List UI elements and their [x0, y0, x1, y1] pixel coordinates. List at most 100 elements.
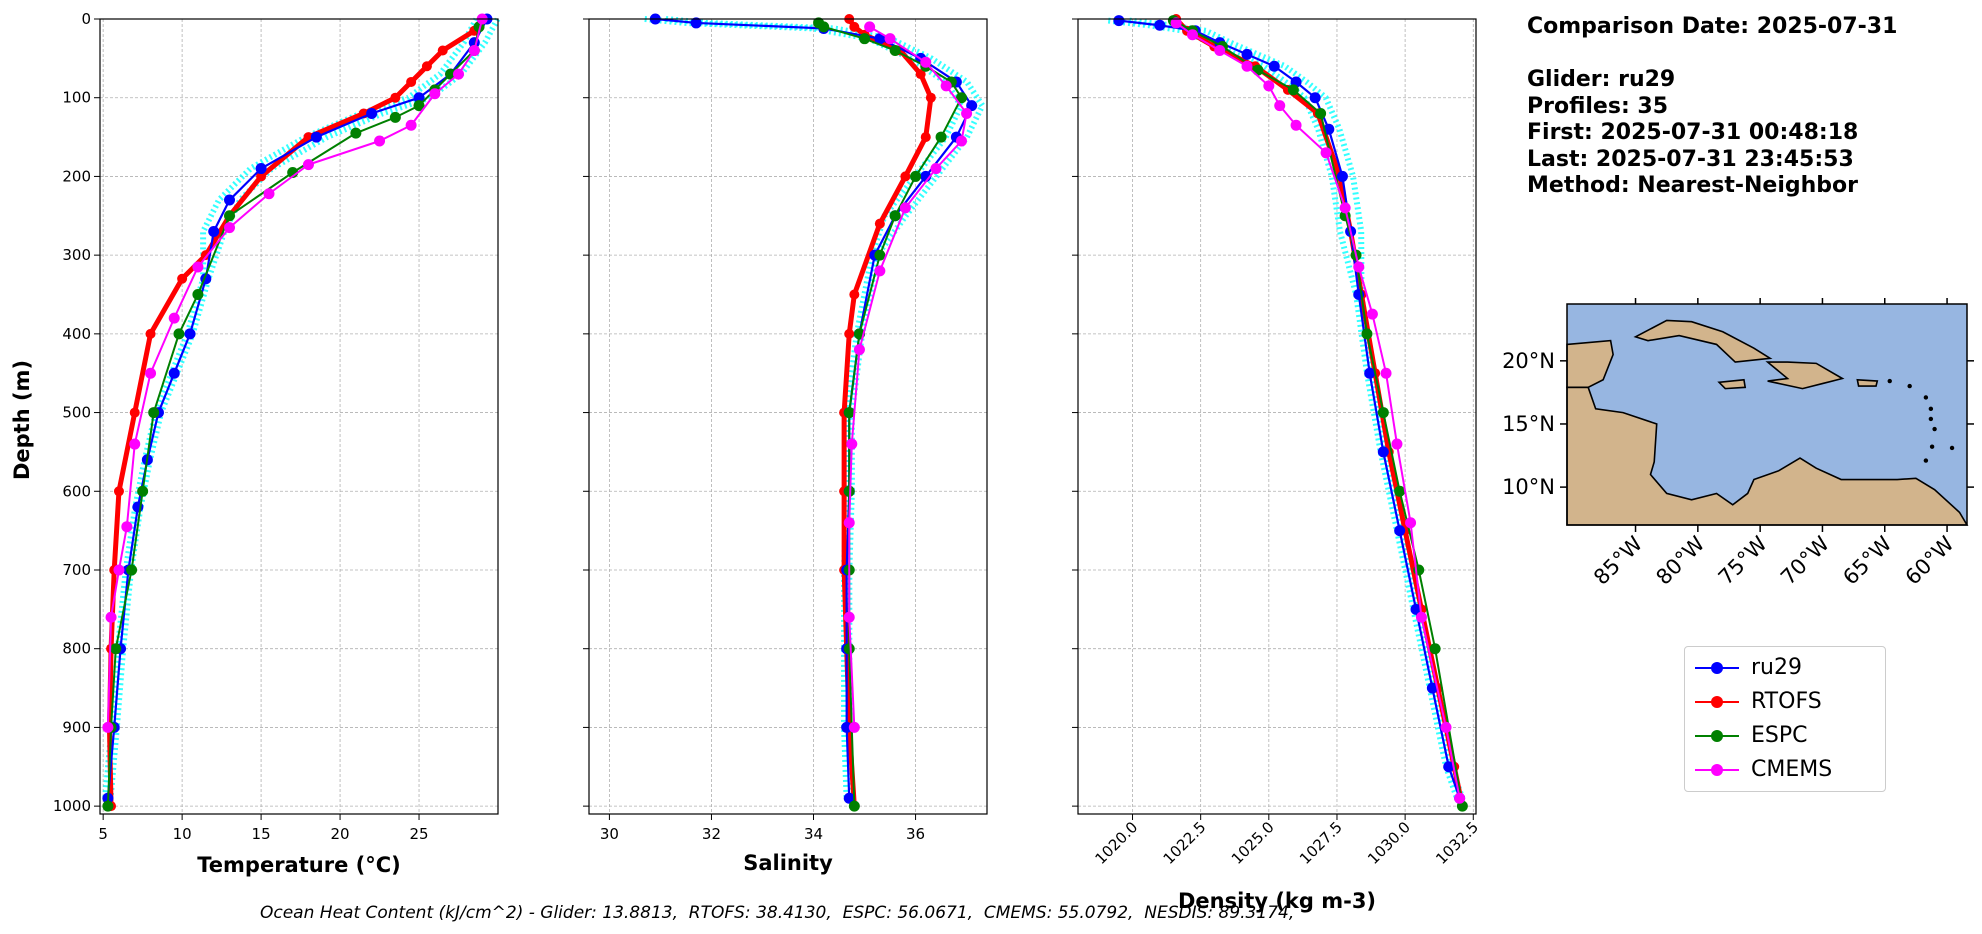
- map-lon-label: 60°W: [1901, 531, 1959, 589]
- legend-item-ru29: ru29: [1685, 651, 1885, 685]
- plot-frame: [1077, 18, 1477, 815]
- data-point-cmems: [955, 135, 967, 147]
- x-tick-label: 36: [906, 825, 925, 843]
- data-point-espc: [843, 407, 855, 419]
- data-point-espc: [910, 170, 922, 182]
- y-tick-label: 300: [62, 246, 91, 264]
- data-point-espc: [173, 328, 185, 340]
- data-point-cmems: [1274, 100, 1286, 112]
- data-point-ru29: [1336, 170, 1348, 182]
- first-time: First: 2025-07-31 00:48:18: [1527, 120, 1859, 145]
- map-mainland: [1566, 386, 1969, 526]
- data-point-cmems: [848, 721, 860, 733]
- data-point-espc: [1377, 407, 1389, 419]
- data-point-cmems: [1263, 80, 1275, 92]
- data-point-espc: [935, 131, 947, 143]
- x-tick-label: 30: [600, 825, 619, 843]
- data-point-cmems: [1391, 438, 1403, 450]
- data-point-cmems: [1380, 367, 1392, 379]
- data-point-cmems: [940, 80, 952, 92]
- data-point-espc: [350, 127, 362, 139]
- data-point-espc: [389, 111, 401, 123]
- map-island: [1928, 406, 1934, 412]
- data-point-cmems: [405, 119, 417, 131]
- data-point-cmems: [1415, 611, 1427, 623]
- data-point-rtofs: [925, 92, 936, 103]
- data-point-espc: [192, 288, 204, 300]
- data-point-ru29: [413, 92, 425, 104]
- y-tick-label: 100: [62, 89, 91, 107]
- x-tick-label: 34: [804, 825, 823, 843]
- data-point-espc: [843, 643, 855, 655]
- data-point-ru29: [1113, 15, 1125, 27]
- method-label: Method: Nearest-Neighbor: [1527, 173, 1858, 198]
- legend-swatch-icon: [1695, 662, 1739, 674]
- data-point-rtofs: [874, 218, 885, 229]
- data-point-ru29: [1309, 92, 1321, 104]
- data-point-ru29: [1364, 367, 1376, 379]
- data-point-ru29: [1268, 60, 1280, 72]
- map-lon-label: 80°W: [1651, 531, 1709, 589]
- x-tick-label: 32: [702, 825, 721, 843]
- plot-frame: [99, 18, 499, 815]
- y-tick-label: 500: [62, 404, 91, 422]
- data-point-cmems: [1320, 147, 1332, 159]
- data-point-cmems: [1241, 60, 1253, 72]
- data-point-espc: [102, 800, 114, 812]
- last-time: Last: 2025-07-31 23:45:53: [1527, 146, 1854, 172]
- legend-label: ESPC: [1751, 723, 1808, 748]
- map-lat-label: 10°N: [1502, 475, 1555, 499]
- data-point-ru29: [690, 17, 702, 29]
- y-tick-label: 400: [62, 325, 91, 343]
- profile-count: Profiles: 35: [1527, 93, 1669, 119]
- temperature-panel: 0 100 200 300 400 500 600 700 800 900 1000 5 10 15 20 2…: [53, 10, 501, 877]
- data-point-cmems: [145, 367, 157, 379]
- data-point-cmems: [192, 261, 204, 273]
- map-puerto-rico: [1856, 378, 1879, 387]
- data-point-cmems: [1353, 261, 1365, 273]
- plot-area: [100, 19, 498, 814]
- data-point-cmems: [468, 44, 480, 56]
- data-point-cmems: [1405, 517, 1417, 529]
- legend-label: RTOFS: [1751, 689, 1822, 714]
- salinity-panel: 30 32 34 36 Salinity: [583, 13, 988, 875]
- data-point-espc: [413, 100, 425, 112]
- x-tick-label: 1032.5: [1432, 818, 1482, 868]
- data-point-espc: [1287, 84, 1299, 96]
- x-tick-label: 1027.5: [1296, 818, 1346, 868]
- series-line-ru29: [655, 17, 973, 799]
- map-island: [1929, 444, 1935, 449]
- data-point-cmems: [961, 107, 973, 119]
- x-tick-label: 20: [331, 825, 350, 843]
- data-point-espc: [955, 92, 967, 104]
- legend-swatch-icon: [1695, 764, 1739, 776]
- data-point-rtofs: [920, 132, 931, 143]
- data-point-ru29: [310, 131, 322, 143]
- legend-label: ru29: [1751, 655, 1802, 680]
- x-tick-label: 1020.0: [1091, 818, 1141, 868]
- y-tick-label: 800: [62, 640, 91, 658]
- data-point-cmems: [1366, 308, 1378, 320]
- data-point-rtofs: [129, 407, 140, 418]
- data-point-rtofs: [421, 61, 432, 72]
- x-tick-label: 15: [252, 825, 271, 843]
- data-point-cmems: [302, 159, 314, 171]
- y-tick-label: 1000: [53, 797, 91, 815]
- ohc-footer: Ocean Heat Content (kJ/cm^2) - Glider: 1…: [260, 903, 1295, 923]
- glider-name: Glider: ru29: [1527, 67, 1676, 92]
- temperature-axis-label: Temperature (°C): [197, 853, 400, 877]
- data-point-espc: [1361, 328, 1373, 340]
- map-jamaica: [1717, 378, 1747, 390]
- data-point-cmems: [853, 344, 865, 356]
- data-point-ru29: [841, 721, 853, 733]
- data-point-cmems: [129, 438, 141, 450]
- legend-swatch-icon: [1695, 730, 1739, 742]
- map-island: [1923, 458, 1929, 463]
- data-point-rtofs: [844, 328, 855, 339]
- data-point-cmems: [843, 611, 855, 623]
- data-point-cmems: [374, 135, 386, 147]
- legend-swatch-icon: [1695, 696, 1739, 708]
- data-point-ru29: [966, 100, 978, 112]
- data-point-ru29: [1154, 19, 1166, 31]
- data-point-ru29: [168, 367, 180, 379]
